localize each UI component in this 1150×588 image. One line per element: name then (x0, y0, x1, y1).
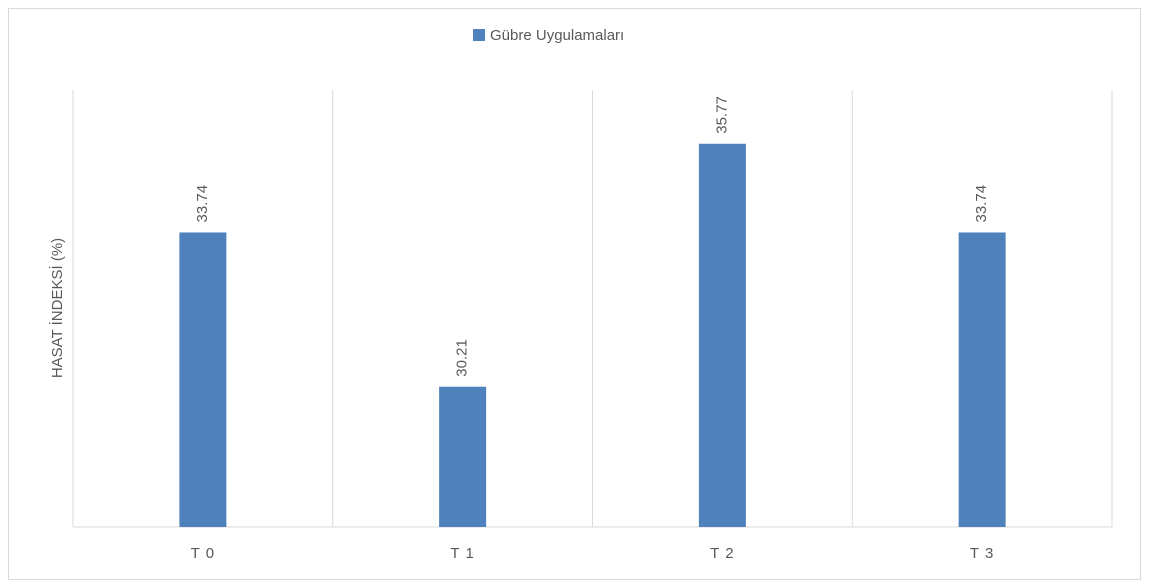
y-axis-label: HASAT İNDEKSİ (%) (48, 238, 66, 378)
bar (179, 232, 227, 527)
x-tick-label: T 0 (191, 545, 215, 562)
bar (958, 232, 1006, 527)
bar (439, 386, 487, 527)
x-tick-label: T 3 (970, 545, 994, 562)
legend-label: Gübre Uygulamaları (490, 27, 624, 44)
legend-swatch (473, 29, 485, 41)
data-label: 30.21 (454, 339, 471, 377)
x-tick-label: T 1 (450, 545, 474, 562)
data-label: 35.77 (713, 96, 730, 134)
data-label: 33.74 (973, 185, 990, 223)
bar (698, 143, 746, 527)
data-label: 33.74 (194, 185, 211, 223)
x-tick-label: T 2 (710, 545, 734, 562)
